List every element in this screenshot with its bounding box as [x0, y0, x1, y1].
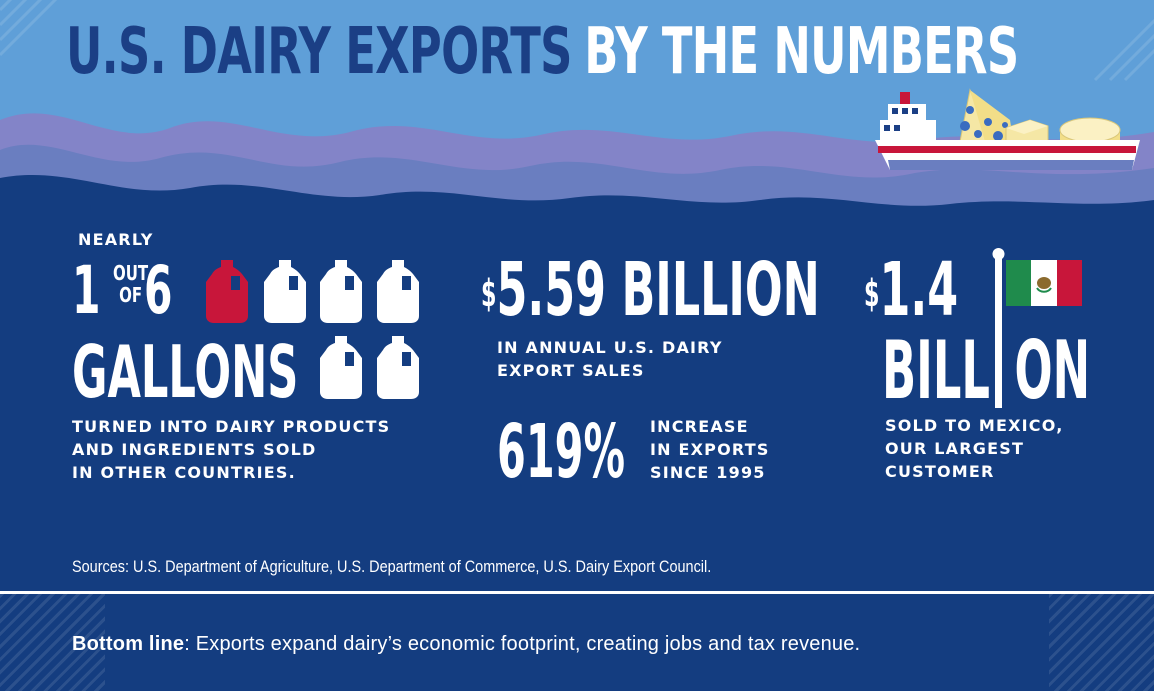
gallons-description: TURNED INTO DAIRY PRODUCTS AND INGREDIEN… — [72, 415, 390, 484]
mexico-description: SOLD TO MEXICO, OUR LARGEST CUSTOMER — [885, 414, 1063, 483]
sales-value: $5.59 BILLION — [481, 250, 820, 330]
unit-part-2: ON — [1014, 324, 1091, 417]
divider — [0, 591, 1154, 594]
gallons-unit: GALLONS — [72, 330, 299, 414]
bottom-line-text: Bottom line: Exports expand dairy’s econ… — [72, 630, 860, 658]
milk-jug-icon — [320, 260, 362, 323]
description-line: IN EXPORTS — [650, 440, 770, 459]
increase-description: INCREASE IN EXPORTS SINCE 1995 — [650, 415, 770, 484]
description-line: EXPORT SALES — [497, 361, 645, 380]
mexico-unit: BILL ON — [882, 328, 1090, 414]
milk-jug-icon — [377, 260, 419, 323]
out-word: OUT — [113, 261, 149, 285]
sky-and-waves — [0, 0, 1154, 240]
fraction-numerator: 1 — [72, 252, 101, 329]
description-line: CUSTOMER — [885, 462, 995, 481]
mexico-value: $1.4 — [864, 250, 958, 330]
description-line: SINCE 1995 — [650, 463, 766, 482]
increase-value: 619% — [497, 409, 626, 495]
page-title: U.S. DAIRY EXPORTS BY THE NUMBERS — [66, 6, 1019, 98]
out-of-label: OUT OF — [113, 262, 148, 306]
hatch-pattern-left — [0, 594, 105, 691]
fraction-denominator: 6 — [144, 252, 173, 329]
milk-jug-icon — [377, 336, 419, 399]
sources-note: Sources: U.S. Department of Agriculture,… — [72, 557, 712, 576]
sales-amount: 5.59 BILLION — [496, 247, 820, 333]
hatch-pattern-right — [1049, 594, 1154, 691]
nearly-label: NEARLY — [78, 230, 154, 249]
currency-symbol: $ — [864, 272, 880, 316]
description-line: OUR LARGEST — [885, 439, 1025, 458]
title-part-1: U.S. DAIRY EXPORTS — [66, 15, 572, 89]
unit-part-1: BILL — [882, 324, 990, 417]
description-line: AND INGREDIENTS SOLD — [72, 440, 317, 459]
description-line: IN ANNUAL U.S. DAIRY — [497, 338, 723, 357]
sales-description: IN ANNUAL U.S. DAIRY EXPORT SALES — [497, 336, 723, 382]
mexico-amount: 1.4 — [879, 247, 959, 333]
bottom-bar — [0, 594, 1154, 691]
bottom-line-body: : Exports expand dairy’s economic footpr… — [184, 633, 861, 655]
bottom-line-label: Bottom line — [72, 633, 185, 655]
title-part-2: BY THE NUMBERS — [584, 15, 1019, 89]
milk-jug-icon — [206, 260, 248, 323]
description-line: SOLD TO MEXICO, — [885, 416, 1064, 435]
description-line: INCREASE — [650, 417, 749, 436]
description-line: IN OTHER COUNTRIES. — [72, 463, 296, 482]
of-word: OF — [119, 283, 143, 307]
currency-symbol: $ — [481, 272, 497, 316]
milk-jug-icon — [320, 336, 362, 399]
milk-jug-icon — [264, 260, 306, 323]
mexico-flag-icon — [992, 248, 1082, 408]
description-line: TURNED INTO DAIRY PRODUCTS — [72, 417, 391, 436]
cargo-ship-icon — [875, 88, 1140, 170]
